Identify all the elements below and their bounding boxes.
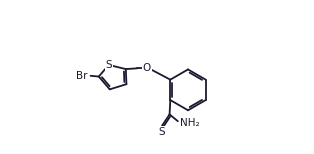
Text: Br: Br [76, 71, 88, 81]
Text: O: O [143, 63, 151, 73]
Text: NH₂: NH₂ [180, 118, 200, 128]
Text: S: S [106, 60, 112, 70]
Text: S: S [158, 127, 165, 137]
